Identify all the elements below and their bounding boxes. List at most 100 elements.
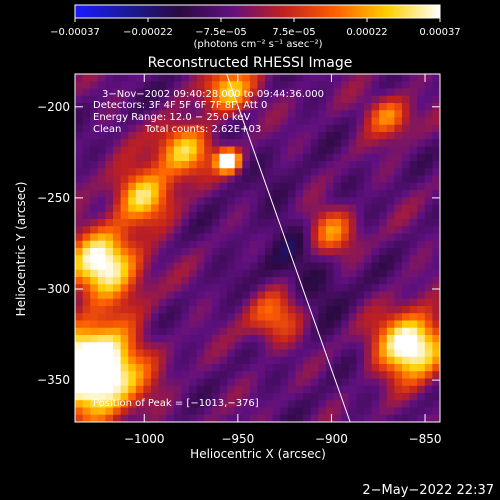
heatmap-cell — [211, 146, 221, 155]
heatmap-cell — [158, 233, 167, 242]
heatmap-cell — [189, 364, 198, 372]
heatmap-cell — [287, 277, 297, 285]
heatmap-cell — [181, 335, 190, 343]
heatmap-cell — [265, 400, 274, 409]
heatmap-cell — [219, 277, 228, 285]
heatmap-cell — [325, 226, 335, 235]
heatmap-cell — [401, 139, 411, 148]
heatmap-cell — [219, 139, 228, 148]
heatmap-cell — [356, 320, 365, 329]
heatmap-cell — [249, 349, 259, 358]
heatmap-cell — [242, 139, 251, 148]
heatmap-cell — [318, 74, 327, 82]
heatmap-cell — [257, 103, 266, 111]
heatmap-cell — [287, 414, 297, 422]
heatmap-cell — [386, 284, 395, 293]
heatmap-cell — [287, 204, 297, 213]
heatmap-cell — [257, 153, 266, 162]
heatmap-cell — [128, 132, 137, 140]
heatmap-cell — [394, 168, 403, 177]
heatmap-cell — [424, 117, 433, 126]
heatmap-cell — [234, 400, 243, 409]
heatmap-cell — [90, 327, 99, 336]
heatmap-cell — [97, 277, 107, 285]
heatmap-cell — [113, 219, 122, 227]
heatmap-cell — [287, 182, 297, 191]
heatmap-cell — [386, 124, 395, 133]
heatmap-cell — [363, 233, 373, 242]
heatmap-cell — [135, 342, 145, 351]
heatmap-cell — [204, 400, 213, 409]
heatmap-cell — [303, 277, 312, 285]
heatmap-cell — [401, 400, 411, 409]
heatmap-cell — [151, 400, 160, 409]
heatmap-cell — [356, 175, 365, 184]
heatmap-cell — [113, 248, 122, 256]
heatmap-cell — [280, 262, 289, 271]
heatmap-cell — [90, 146, 99, 155]
heatmap-cell — [295, 146, 304, 155]
heatmap-cell — [75, 124, 84, 133]
heatmap-cell — [386, 153, 395, 162]
heatmap-cell — [204, 74, 213, 82]
heatmap-cell — [151, 385, 160, 394]
heatmap-cell — [181, 204, 190, 213]
heatmap-cell — [295, 320, 304, 329]
heatmap-cell — [113, 327, 122, 336]
heatmap-cell — [356, 356, 365, 365]
heatmap-cell — [371, 211, 380, 220]
heatmap-cell — [287, 364, 297, 372]
heatmap-cell — [356, 342, 365, 351]
heatmap-cell — [173, 211, 183, 220]
heatmap-cell — [234, 139, 243, 148]
heatmap-cell — [432, 291, 440, 300]
heatmap-cell — [166, 226, 175, 235]
heatmap-cell — [371, 342, 380, 351]
heatmap-cell — [181, 168, 190, 177]
heatmap-cell — [333, 197, 342, 206]
heatmap-cell — [379, 132, 388, 140]
heatmap-cell — [341, 139, 350, 148]
heatmap-cell — [432, 175, 440, 184]
heatmap-cell — [303, 269, 312, 278]
heatmap-cell — [249, 400, 259, 409]
heatmap-cell — [151, 335, 160, 343]
heatmap-cell — [211, 190, 221, 198]
heatmap-cell — [295, 378, 304, 387]
heatmap-cell — [90, 306, 99, 314]
heatmap-cell — [257, 356, 266, 365]
heatmap-cell — [196, 117, 205, 126]
heatmap-cell — [211, 139, 221, 148]
heatmap-cell — [234, 74, 243, 82]
heatmap-cell — [356, 393, 365, 401]
heatmap-cell — [181, 153, 190, 162]
heatmap-cell — [348, 284, 357, 293]
heatmap-cell — [219, 74, 228, 82]
heatmap-cell — [181, 88, 190, 97]
heatmap-cell — [151, 197, 160, 206]
heatmap-cell — [280, 407, 289, 416]
heatmap-cell — [272, 371, 281, 380]
heatmap-cell — [113, 313, 122, 322]
heatmap-cell — [75, 364, 84, 372]
heatmap-cell — [75, 393, 84, 401]
heatmap-cell — [227, 393, 236, 401]
heatmap-cell — [333, 146, 342, 155]
heatmap-cell — [363, 378, 373, 387]
heatmap-cell — [151, 226, 160, 235]
heatmap-cell — [90, 139, 99, 148]
heatmap-cell — [249, 168, 259, 177]
heatmap-cell — [105, 364, 114, 372]
heatmap-cell — [158, 110, 167, 119]
heatmap-cell — [287, 269, 297, 278]
heatmap-cell — [158, 204, 167, 213]
heatmap-cell — [135, 95, 145, 104]
heatmap-cell — [424, 74, 433, 82]
heatmap-cell — [363, 226, 373, 235]
heatmap-cell — [166, 378, 175, 387]
heatmap-cell — [409, 226, 418, 235]
heatmap-cell — [135, 385, 145, 394]
heatmap-cell — [257, 190, 266, 198]
heatmap-cell — [105, 117, 114, 126]
heatmap-cell — [82, 81, 91, 90]
